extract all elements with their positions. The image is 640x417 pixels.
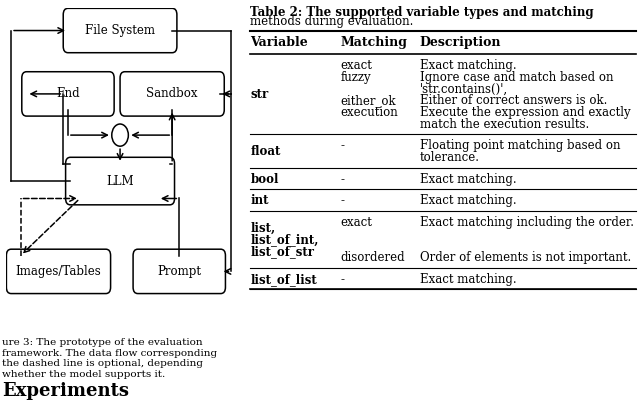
Text: str: str xyxy=(250,88,269,101)
Text: fuzzy: fuzzy xyxy=(341,71,371,84)
Text: Prompt: Prompt xyxy=(157,265,201,278)
Circle shape xyxy=(112,124,129,146)
Text: End: End xyxy=(56,88,80,100)
Text: exact: exact xyxy=(341,216,372,229)
Text: Matching: Matching xyxy=(341,36,408,49)
Text: list,: list, xyxy=(250,222,275,235)
FancyBboxPatch shape xyxy=(6,249,111,294)
Text: list_of_int,: list_of_int, xyxy=(250,234,319,246)
Text: File System: File System xyxy=(85,24,155,37)
Text: -: - xyxy=(341,194,345,207)
Text: Either of correct answers is ok.: Either of correct answers is ok. xyxy=(420,94,607,107)
Text: Exact matching.: Exact matching. xyxy=(420,194,516,207)
Text: Execute the expression and exactly: Execute the expression and exactly xyxy=(420,106,630,119)
Text: Description: Description xyxy=(420,36,501,49)
Text: Experiments: Experiments xyxy=(3,382,129,400)
Text: Table 2: The supported variable types and matching: Table 2: The supported variable types an… xyxy=(250,6,594,19)
Text: float: float xyxy=(250,145,281,158)
Text: LLM: LLM xyxy=(106,175,134,188)
Text: tolerance.: tolerance. xyxy=(420,151,479,164)
Text: Ignore case and match based on: Ignore case and match based on xyxy=(420,71,613,84)
Text: match the execution results.: match the execution results. xyxy=(420,118,589,131)
Text: ure 3: The prototype of the evaluation
framework. The data flow corresponding
th: ure 3: The prototype of the evaluation f… xyxy=(3,338,218,379)
FancyBboxPatch shape xyxy=(65,157,175,205)
FancyBboxPatch shape xyxy=(133,249,225,294)
Text: int: int xyxy=(250,194,269,207)
Text: Order of elements is not important.: Order of elements is not important. xyxy=(420,251,631,264)
FancyBboxPatch shape xyxy=(63,8,177,53)
Text: Variable: Variable xyxy=(250,36,308,49)
Text: bool: bool xyxy=(250,173,278,186)
Text: execution: execution xyxy=(341,106,399,119)
Text: methods during evaluation.: methods during evaluation. xyxy=(250,15,413,28)
Text: list_of_str: list_of_str xyxy=(250,245,314,258)
Text: Images/Tables: Images/Tables xyxy=(15,265,101,278)
Text: exact: exact xyxy=(341,59,372,72)
Text: 'str.contains()',: 'str.contains()', xyxy=(420,83,508,95)
Text: -: - xyxy=(341,173,345,186)
FancyBboxPatch shape xyxy=(22,72,114,116)
FancyBboxPatch shape xyxy=(120,72,224,116)
Text: list_of_list: list_of_list xyxy=(250,273,317,286)
Text: Exact matching.: Exact matching. xyxy=(420,173,516,186)
Text: either_ok: either_ok xyxy=(341,94,397,107)
Text: disordered: disordered xyxy=(341,251,406,264)
Text: Exact matching.: Exact matching. xyxy=(420,273,516,286)
Text: -: - xyxy=(341,139,345,152)
Text: Sandbox: Sandbox xyxy=(147,88,198,100)
Text: -: - xyxy=(341,273,345,286)
Text: Floating point matching based on: Floating point matching based on xyxy=(420,139,620,152)
Text: Exact matching including the order.: Exact matching including the order. xyxy=(420,216,634,229)
Text: Exact matching.: Exact matching. xyxy=(420,59,516,72)
